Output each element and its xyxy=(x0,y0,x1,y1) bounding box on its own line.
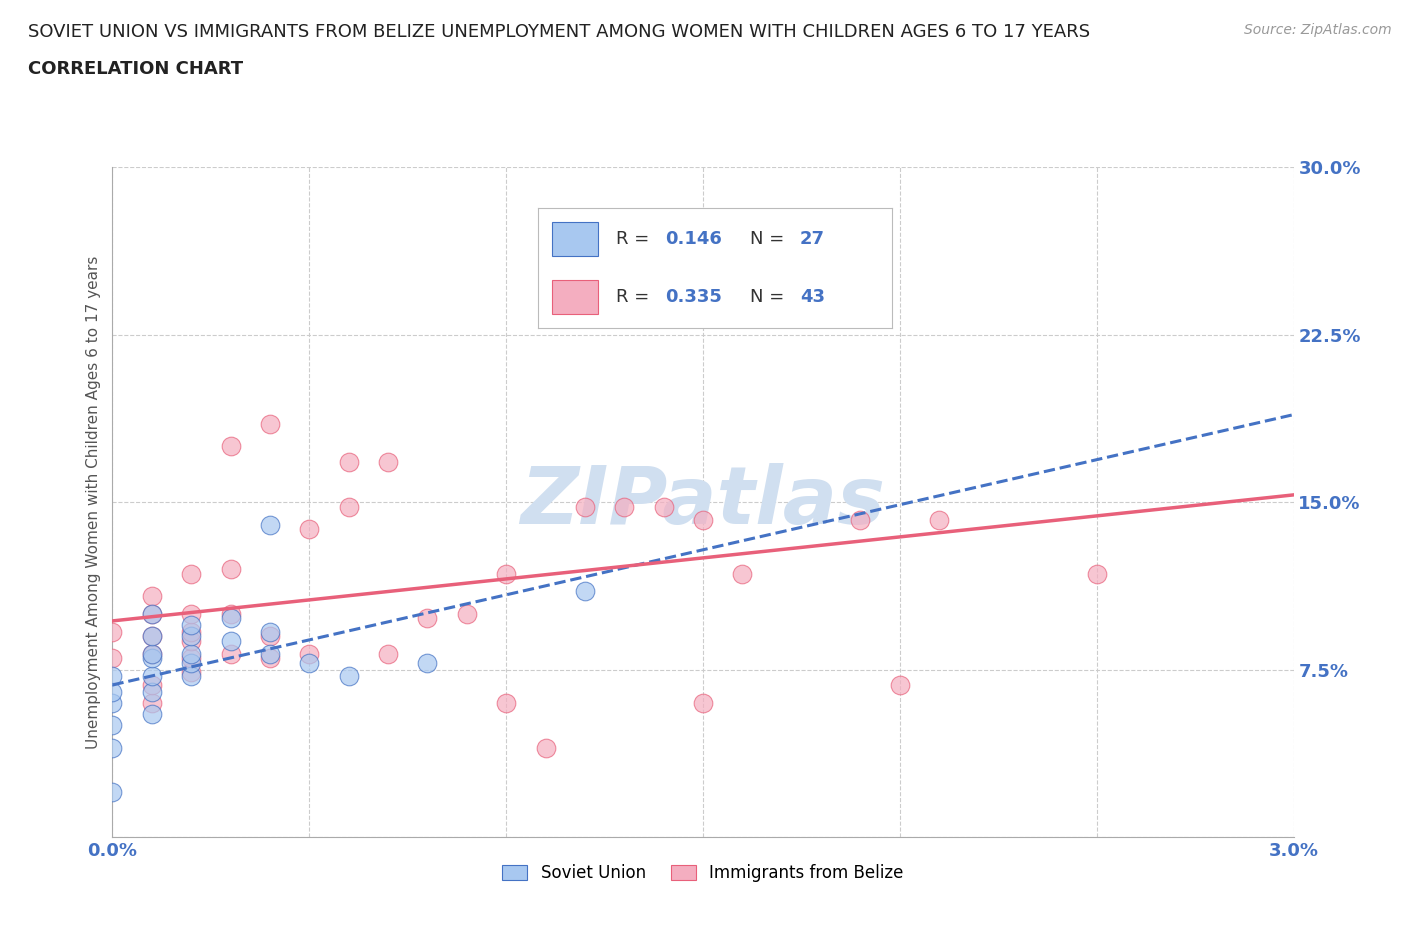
Point xyxy=(141,651,163,666)
Point xyxy=(219,562,242,577)
Point xyxy=(180,629,202,644)
Text: R =: R = xyxy=(616,287,655,306)
Point xyxy=(337,455,360,470)
Point xyxy=(574,584,596,599)
Point xyxy=(180,664,202,679)
Point xyxy=(180,633,202,648)
Point xyxy=(101,669,124,684)
Point xyxy=(1085,566,1108,581)
Point xyxy=(259,651,281,666)
Point xyxy=(141,684,163,699)
Point xyxy=(534,740,557,755)
Text: 0.335: 0.335 xyxy=(665,287,723,306)
Point xyxy=(259,629,281,644)
Point xyxy=(377,646,399,661)
Point xyxy=(495,566,517,581)
Point xyxy=(180,606,202,621)
Point xyxy=(180,651,202,666)
Point xyxy=(652,499,675,514)
Point xyxy=(141,669,163,684)
Point xyxy=(101,696,124,711)
Point xyxy=(259,624,281,639)
Point xyxy=(141,646,163,661)
Point xyxy=(101,624,124,639)
Point xyxy=(180,656,202,671)
Point xyxy=(141,629,163,644)
Legend: Soviet Union, Immigrants from Belize: Soviet Union, Immigrants from Belize xyxy=(496,857,910,889)
Point xyxy=(770,267,793,282)
Point xyxy=(298,646,321,661)
Point xyxy=(141,606,163,621)
Text: SOVIET UNION VS IMMIGRANTS FROM BELIZE UNEMPLOYMENT AMONG WOMEN WITH CHILDREN AG: SOVIET UNION VS IMMIGRANTS FROM BELIZE U… xyxy=(28,23,1090,41)
Point xyxy=(928,512,950,527)
Point xyxy=(141,696,163,711)
Point xyxy=(259,517,281,532)
Bar xyxy=(551,222,598,256)
Text: N =: N = xyxy=(751,287,790,306)
Point xyxy=(731,566,754,581)
Point xyxy=(141,606,163,621)
Point xyxy=(613,499,636,514)
Point xyxy=(889,678,911,693)
Point xyxy=(219,439,242,454)
Point xyxy=(141,646,163,661)
Point xyxy=(416,611,439,626)
Text: ZIPatlas: ZIPatlas xyxy=(520,463,886,541)
Point xyxy=(219,611,242,626)
Point xyxy=(141,589,163,604)
Point xyxy=(180,618,202,632)
Point xyxy=(101,651,124,666)
Point xyxy=(574,499,596,514)
Point xyxy=(298,522,321,537)
Point xyxy=(849,512,872,527)
Point xyxy=(259,417,281,432)
Point xyxy=(101,785,124,800)
Point xyxy=(141,707,163,722)
Point xyxy=(377,455,399,470)
Point xyxy=(219,606,242,621)
Point xyxy=(141,678,163,693)
Point xyxy=(337,669,360,684)
Text: N =: N = xyxy=(751,230,790,248)
Point xyxy=(495,696,517,711)
Point xyxy=(416,656,439,671)
Point xyxy=(101,740,124,755)
Text: 0.146: 0.146 xyxy=(665,230,723,248)
Text: 43: 43 xyxy=(800,287,825,306)
Point xyxy=(180,646,202,661)
Point xyxy=(337,499,360,514)
Text: CORRELATION CHART: CORRELATION CHART xyxy=(28,60,243,78)
Text: Source: ZipAtlas.com: Source: ZipAtlas.com xyxy=(1244,23,1392,37)
Point xyxy=(101,684,124,699)
Point xyxy=(219,633,242,648)
Bar xyxy=(551,280,598,313)
Point xyxy=(298,656,321,671)
Point xyxy=(101,718,124,733)
Text: R =: R = xyxy=(616,230,655,248)
Point xyxy=(219,646,242,661)
Point xyxy=(692,512,714,527)
Point xyxy=(259,646,281,661)
Point xyxy=(141,629,163,644)
Point xyxy=(180,566,202,581)
Point xyxy=(456,606,478,621)
Point xyxy=(180,669,202,684)
Text: 27: 27 xyxy=(800,230,825,248)
Point xyxy=(692,696,714,711)
Y-axis label: Unemployment Among Women with Children Ages 6 to 17 years: Unemployment Among Women with Children A… xyxy=(86,256,101,749)
Point xyxy=(180,624,202,639)
